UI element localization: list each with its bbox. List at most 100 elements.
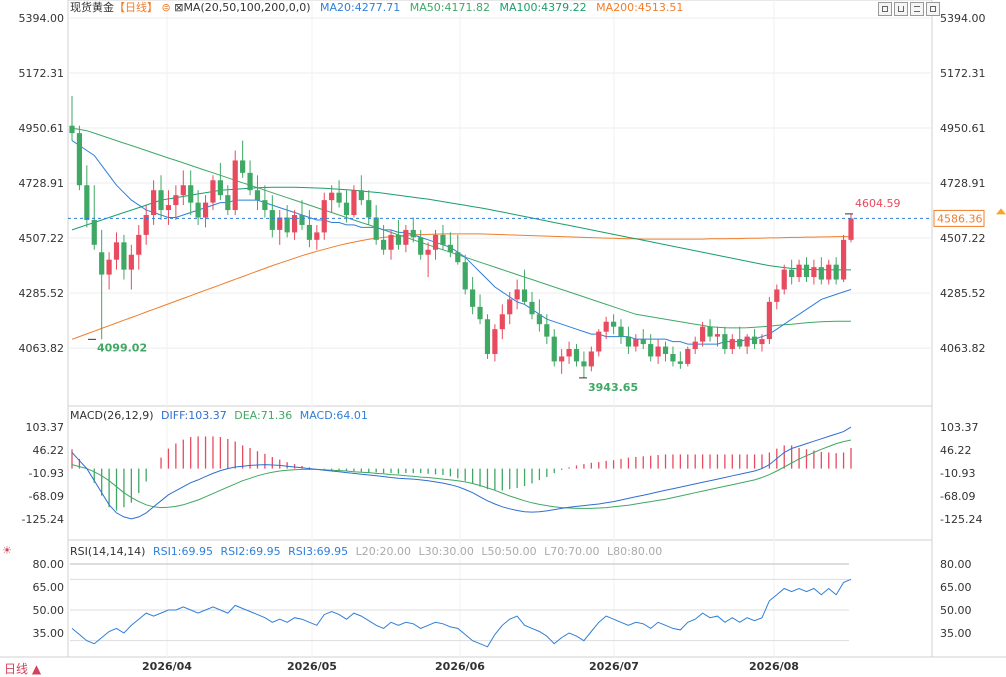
candle-body [581,361,587,367]
candle-body [484,319,491,354]
price-tick-label-left: 4507.22 [19,232,65,245]
macd-header: MACD(26,12,9) DIFF:103.37 DEA:71.36 MACD… [70,409,368,423]
candle-body [217,180,223,196]
candle-body [262,200,268,211]
rsi-tick-label-left: 35.00 [33,627,65,640]
macd-tick-label-right: -68.09 [940,490,975,503]
zoom-in-icon[interactable] [878,2,892,16]
ma200-line [71,233,851,340]
candle-body [432,234,439,250]
macd-diff-value: DIFF:103.37 [161,409,227,422]
candle-body [151,190,157,216]
candle-body [692,341,698,350]
chart-toolbar [878,2,940,16]
candle-body [544,324,550,337]
high-price-label: 4604.59 [855,197,901,210]
candle-body [507,299,513,315]
candle-body [455,252,461,263]
candle-body [136,234,142,255]
low2-price-label: 3943.65 [588,381,638,394]
candle-body [232,160,238,211]
candle-body [329,192,335,201]
last-price-label: 4586.36 [937,212,983,225]
price-tick-label-right: 4507.22 [940,232,986,245]
price-tick-label-left: 5172.31 [19,67,65,80]
candle-body [210,180,216,203]
macd-title: MACD(26,12,9) [70,409,154,422]
macd-tick-label-right: -125.24 [940,513,982,526]
candle-body [240,160,246,173]
candle-body [596,331,602,352]
candle-body [158,190,164,211]
main-header: 现货黄金【日线】 ⊜ ⊠MA(20,50,100,200,0,0) MA20:4… [70,1,683,15]
candle-body [277,217,283,230]
period-selector[interactable]: 日线 ▲ [4,662,42,676]
candle-body [284,217,290,233]
candle-body [314,232,320,240]
macd-tick-label-left: 46.22 [33,444,65,457]
candle-body [173,195,179,206]
period-tag[interactable]: 【日线】 [114,1,158,14]
settings-icon[interactable]: ⊜ [161,1,171,14]
candle-body [403,229,409,245]
candle-body [803,264,810,278]
rsi-settings-icon[interactable]: ☀ [2,544,12,557]
candle-body [99,252,105,275]
candle-body [707,326,713,337]
candle-body [633,339,639,347]
rsi-tick-label-left: 50.00 [33,604,65,617]
candle-body [225,195,231,211]
macd-tick-label-right: -10.93 [940,467,975,480]
rsi-tick-label-right: 65.00 [940,581,972,594]
candle-body [447,244,453,253]
price-tick-label-left: 4728.91 [19,177,65,190]
zoom-out-icon[interactable] [894,2,908,16]
date-tick-label: 2026/06 [435,660,485,673]
date-tick-label: 2026/04 [142,660,192,673]
candle-body [796,264,802,278]
bars-icon[interactable] [910,2,924,16]
date-tick-label: 2026/07 [589,660,639,673]
rsi-l50: L50:50.00 [481,545,537,558]
candle-body [729,339,735,350]
candle-body [514,289,520,300]
candle-body [744,336,750,347]
candle-body [336,192,342,203]
candle-body [566,349,572,357]
ma50-line [71,127,851,329]
candle-body [559,356,565,362]
candle-body [306,224,313,240]
candle-body [321,200,327,233]
rsi-header: RSI(14,14,14) RSI1:69.95 RSI2:69.95 RSI3… [70,545,662,559]
indicator-icon[interactable]: ⊠ [174,1,184,14]
candle-body [462,262,468,290]
candle-body [781,269,787,290]
price-tick-label-right: 5172.31 [940,67,986,80]
candle-body [69,125,75,134]
candle-body [418,237,424,255]
candle-body [662,346,669,354]
candle-body [521,289,528,302]
macd-diff-line [71,426,852,520]
ma200-value: MA200:4513.51 [596,1,684,14]
price-tick-label-right: 4285.52 [940,287,986,300]
split-icon[interactable] [926,2,940,16]
candle-body [573,349,580,362]
candle-body [254,190,261,201]
price-tick-label-left: 5394.00 [19,12,65,25]
candle-body [373,217,379,240]
candle-body [499,314,505,330]
candle-body [188,185,194,203]
macd-dea-line [71,439,852,509]
candle-body [685,349,691,364]
macd-panel-frame [67,405,933,541]
candle-body [410,229,416,238]
rsi-tick-label-right: 35.00 [940,627,972,640]
candle-body [737,339,743,347]
candle-body [381,239,387,250]
candle-body [113,242,120,260]
candle-body [774,289,780,302]
rsi-l80: L80:80.00 [606,545,663,558]
candle-body [202,202,209,218]
